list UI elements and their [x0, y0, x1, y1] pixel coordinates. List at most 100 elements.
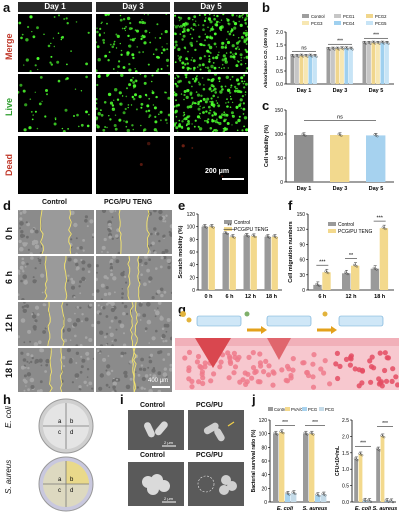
x-tick-label: Day 3: [333, 88, 348, 94]
x-tick-label: 12 h: [345, 294, 357, 300]
legend-label: PVA/CS: [291, 407, 306, 412]
y-tick-label: 120: [259, 418, 268, 424]
panel-label-b: b: [262, 0, 270, 15]
data-point: [369, 500, 373, 503]
chart-j2: 0.0 0.5 1.0 1.5 2.0 2.5 CFU×10⁸/mL E. coli S. au…: [335, 418, 398, 512]
y-tick-label: 1.0: [342, 467, 349, 473]
legend-label: PCG2: [375, 14, 387, 19]
plates: a b c d a b c d: [38, 398, 94, 512]
scratch-image-2-1: [96, 302, 172, 346]
sem-col-control-2: Control: [140, 452, 165, 459]
scratch-image-3-1: [96, 348, 172, 392]
data-point: [361, 454, 364, 457]
significance-label: ***: [376, 216, 383, 222]
y-tick-label: 1.5: [276, 43, 283, 49]
legend-label: Control: [311, 14, 325, 19]
scale-bar-a-label: 200 μm: [205, 168, 230, 175]
chart-c: 0 50 100 150 Cell viability (%) Day 1 Day 3 Day…: [264, 108, 394, 192]
data-point: [327, 271, 330, 275]
scratch-image-1-1: [96, 256, 172, 300]
scale-bar-a: [222, 178, 244, 180]
scratch-image-1-0: [18, 256, 94, 300]
bar: [366, 135, 386, 182]
x-tick-label: 18 h: [266, 294, 278, 300]
quadrant-d-2: d: [70, 488, 73, 494]
data-point: [340, 134, 343, 137]
bar: [354, 459, 358, 502]
day-header-5: Day 5: [174, 2, 248, 12]
x-tick-label: S. aureus: [373, 506, 398, 512]
dressing-2: [266, 315, 312, 327]
x-tick-label: 12 h: [245, 294, 257, 300]
significance-label: ***: [360, 441, 366, 447]
bar: [358, 454, 363, 502]
bacterium-rod: [144, 422, 155, 438]
legend-label: PCG/PU TENG: [338, 229, 372, 235]
y-tick-label: 100: [187, 225, 196, 231]
wound-1: [195, 338, 231, 368]
legend-label: PCG3: [311, 21, 323, 26]
y-tick-label: 100: [259, 432, 268, 438]
bar: [304, 55, 308, 84]
bar: [313, 55, 317, 84]
data-point: [318, 284, 321, 287]
chart-e: 0 20 40 60 80 100 120 Scratch mobility (%) 0 h 6 …: [178, 212, 282, 300]
data-point: [268, 236, 271, 239]
bar: [362, 42, 367, 84]
bar: [331, 48, 335, 84]
quadrant-c-2: c: [58, 488, 61, 494]
data-point: [288, 493, 291, 496]
scale-bar-d-label: 400 μm: [148, 378, 169, 384]
quadrant-a-2: a: [58, 477, 62, 483]
data-point: [276, 433, 279, 436]
y-tick-label: 40: [189, 263, 195, 269]
row-label-18h: 18 h: [4, 359, 14, 378]
dressing-1: [196, 315, 242, 327]
plate-label-saureus: S. aureus: [4, 459, 13, 494]
scale-bar-i-label: 2 μm: [164, 440, 174, 445]
x-tick-label: Day 5: [369, 186, 384, 192]
bar: [285, 493, 291, 502]
y-tick-label: 20: [261, 486, 267, 492]
y-tick-label: 2.0: [276, 30, 283, 36]
y-tick-label: 0.5: [276, 69, 283, 75]
bar: [349, 48, 353, 84]
legend-swatch: [302, 21, 309, 25]
y-axis-label: Cell viability (%): [264, 125, 270, 167]
y-tick-label: 0: [192, 288, 195, 294]
bar: [379, 228, 389, 290]
data-point: [384, 227, 387, 231]
y-tick-label: 0.0: [342, 500, 349, 506]
data-point: [212, 226, 215, 229]
panel-label-j: j: [252, 392, 256, 407]
bar: [229, 236, 236, 290]
bar: [344, 48, 349, 84]
panel-label-h: h: [3, 392, 11, 407]
legend-swatch: [328, 229, 336, 233]
row-label-merge: Merge: [4, 33, 14, 60]
legend-label: PCG5: [375, 21, 387, 26]
y-tick-label: 60: [261, 459, 267, 465]
y-tick-label: 150: [297, 212, 306, 218]
bar: [313, 284, 322, 290]
bar: [279, 432, 285, 502]
data-point: [391, 501, 395, 504]
data-point: [282, 432, 285, 435]
bar: [370, 268, 380, 290]
y-tick-label: 20: [189, 275, 195, 281]
wound-2: [267, 338, 291, 360]
bar: [243, 235, 250, 290]
sem-col-control: Control: [140, 402, 165, 409]
legend-label: PCG1: [343, 14, 355, 19]
data-point: [254, 235, 257, 239]
sem-images: 2 μm 2 μm: [128, 410, 244, 506]
x-tick-label: E. coli: [355, 506, 372, 512]
panel-label-e: e: [178, 198, 186, 213]
bar: [367, 501, 372, 502]
x-tick-label: Day 1: [297, 186, 312, 192]
row-label-live: Live: [4, 97, 14, 116]
bar: [264, 236, 271, 290]
data-point: [346, 273, 349, 276]
legend-label: PCG: [308, 407, 317, 412]
x-tick-label: 18 h: [374, 294, 386, 300]
